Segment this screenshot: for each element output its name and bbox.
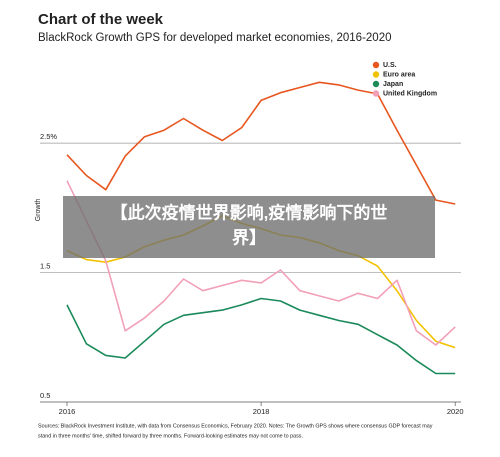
legend-label: U.S. xyxy=(383,62,397,69)
source-note: Sources: BlackRock Investment Institute,… xyxy=(38,423,433,429)
y-tick-label: 2.5% xyxy=(40,132,57,141)
legend-label: Euro area xyxy=(383,71,415,78)
chart-subtitle: BlackRock Growth GPS for developed marke… xyxy=(38,32,392,44)
legend-swatch xyxy=(372,90,380,97)
series-line xyxy=(66,180,456,346)
overlay-text: 界】 xyxy=(232,227,266,247)
legend-label: Japan xyxy=(383,81,403,88)
x-tick-label: 2018 xyxy=(253,407,270,416)
legend-swatch xyxy=(372,61,380,69)
overlay-text: 【此次疫情世界影响,疫情影响下的世 xyxy=(111,202,388,222)
series-line xyxy=(66,297,456,375)
x-tick-label: 2016 xyxy=(59,407,76,416)
legend-swatch xyxy=(372,71,380,78)
series-line xyxy=(66,81,456,205)
x-tick-label: 2020 xyxy=(447,407,464,416)
y-axis-label: Growth xyxy=(35,199,42,222)
y-tick-label: 1.5 xyxy=(40,262,50,271)
overlay-banner xyxy=(63,196,435,258)
legend-label: United Kingdom xyxy=(383,90,437,97)
legend-swatch xyxy=(372,80,380,88)
y-tick-label: 0.5 xyxy=(40,391,50,400)
source-note: stand in three months' time, shifted for… xyxy=(38,433,303,439)
chart-title: Chart of the week xyxy=(38,11,164,28)
